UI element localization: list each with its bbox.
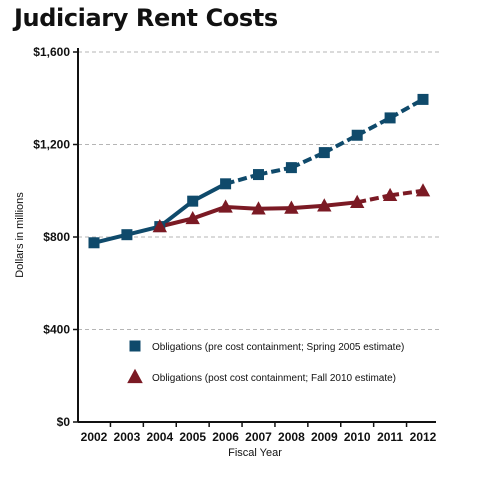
series-1-point xyxy=(121,229,133,241)
series-2-point xyxy=(350,194,365,208)
series-1-point xyxy=(384,112,396,124)
series-2-segment xyxy=(225,204,259,211)
series-2-point xyxy=(382,187,398,202)
legend-square-icon xyxy=(129,340,141,352)
series-2-point xyxy=(152,219,167,233)
y-tick-label: $400 xyxy=(43,323,70,337)
x-tick-label: 2002 xyxy=(81,430,108,444)
x-tick-label: 2003 xyxy=(114,430,141,444)
x-tick-label: 2011 xyxy=(377,430,403,444)
x-tick-label: 2005 xyxy=(179,430,206,444)
series-2-segment xyxy=(291,203,325,211)
series-2-segment xyxy=(324,200,358,208)
series-2-segment xyxy=(192,205,227,221)
series-2-point xyxy=(284,200,299,214)
series-1-point xyxy=(351,129,363,141)
y-tick-label: $800 xyxy=(43,230,70,244)
series-1-point xyxy=(417,93,429,105)
x-tick-label: 2004 xyxy=(146,430,173,444)
y-axis-title: Dollars in millions xyxy=(14,192,26,278)
y-tick-label: $0 xyxy=(57,415,71,429)
x-tick-label: 2008 xyxy=(278,430,305,444)
series-1-point xyxy=(220,178,232,190)
series-1-point xyxy=(318,147,330,159)
series-markers xyxy=(88,93,431,249)
series-1-point xyxy=(187,195,199,207)
x-tick-label: 2007 xyxy=(245,430,272,444)
series-1-point xyxy=(88,237,100,249)
grid-lines xyxy=(78,51,440,330)
x-axis-title: Fiscal Year xyxy=(228,447,282,459)
series-1-point xyxy=(253,169,264,181)
legend-label: Obligations (pre cost containment; Sprin… xyxy=(152,342,404,353)
x-tick-label: 2010 xyxy=(344,430,371,444)
x-tick-label: 2006 xyxy=(212,430,239,444)
chart-title: Judiciary Rent Costs xyxy=(14,4,278,32)
y-tick-label: $1,600 xyxy=(33,45,70,59)
axes xyxy=(77,48,436,423)
series-2-point xyxy=(185,210,200,225)
series-2-point xyxy=(218,199,233,213)
y-axis-ticks: $0 $400 $800 $1,200 $1,600 xyxy=(33,45,78,429)
x-tick-label: 2009 xyxy=(311,430,338,444)
series-1-point xyxy=(285,162,297,174)
legend-label: Obligations (post cost containment; Fall… xyxy=(152,373,396,384)
series-2-segment xyxy=(356,193,391,205)
y-tick-label: $1,200 xyxy=(33,138,70,152)
series-2-segment xyxy=(389,188,424,198)
legend: Obligations (pre cost containment; Sprin… xyxy=(127,340,404,384)
x-tick-label: 2012 xyxy=(410,430,437,444)
legend-triangle-icon xyxy=(127,368,143,384)
series-2-segment xyxy=(258,206,292,211)
x-axis-ticks: 2002 2003 2004 2005 2006 2007 2008 2009 2010 2011… xyxy=(81,422,437,444)
series-2-point xyxy=(317,198,332,212)
series-2-point xyxy=(415,183,431,197)
series-2-point xyxy=(251,201,266,215)
